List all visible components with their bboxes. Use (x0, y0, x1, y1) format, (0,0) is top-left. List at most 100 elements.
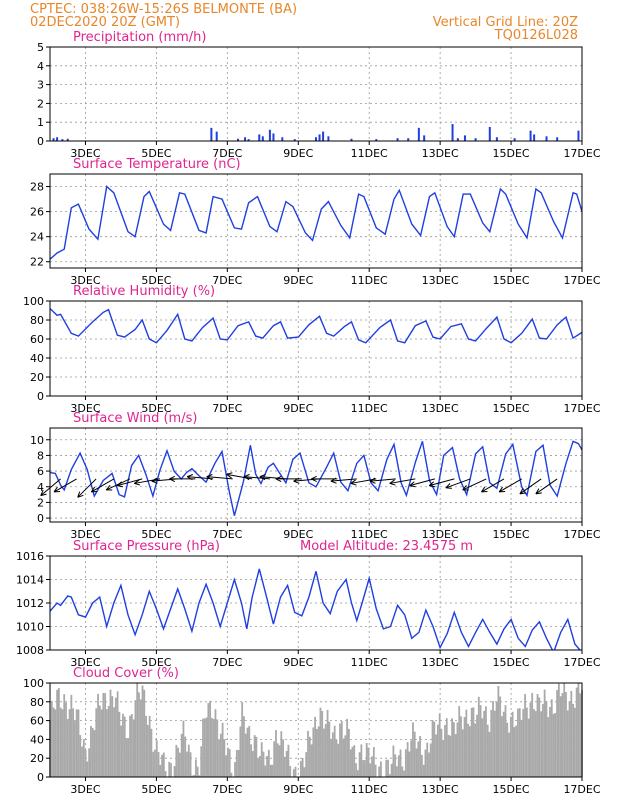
cloud-bar-272 (533, 709, 535, 777)
cloud-bar-122 (266, 756, 268, 777)
cloud-bar-37 (115, 698, 117, 777)
panel-subtitle: Model Altitude: 23.4575 m (300, 539, 473, 554)
y-tick-label: 1 (37, 116, 44, 129)
cloud-bar-26 (95, 708, 97, 777)
cloud-bar-89 (207, 703, 209, 777)
model-code: TQ0126L028 (494, 28, 578, 43)
cloud-bar-267 (524, 694, 526, 777)
cloud-bar-76 (184, 737, 186, 777)
y-tick-label: 1008 (16, 644, 44, 657)
y-tick-label: 10 (30, 434, 44, 447)
cloud-bar-259 (510, 717, 512, 777)
cloud-bar-83 (197, 767, 199, 777)
precip-bar-12 (272, 133, 274, 141)
y-tick-label: 100 (23, 677, 44, 690)
x-tick-label: 9DEC (283, 402, 313, 415)
cloud-bar-261 (513, 727, 515, 777)
precip-bar-10 (262, 136, 264, 141)
cloud-bar-192 (391, 764, 393, 777)
cloud-bar-137 (293, 769, 295, 777)
y-tick-label: 1010 (16, 621, 44, 634)
y-tick-label: 0 (37, 512, 44, 525)
cloud-bar-226 (451, 718, 453, 777)
cloud-bar-28 (99, 706, 101, 777)
cloud-bar-111 (247, 728, 249, 777)
cloud-bar-147 (311, 744, 313, 777)
precip-bar-27 (464, 135, 466, 141)
x-tick-label: 11DEC (351, 274, 388, 287)
cloud-bar-143 (304, 767, 306, 777)
cloud-bar-183 (375, 765, 377, 777)
cloud-bar-195 (396, 766, 398, 777)
y-tick-label: 20 (30, 752, 44, 765)
cloud-bar-24 (92, 728, 94, 777)
cloud-bar-275 (538, 697, 540, 777)
cloud-bar-120 (263, 752, 265, 777)
cloud-bar-132 (284, 757, 286, 777)
cloud-bar-257 (506, 723, 508, 777)
cloud-bar-293 (570, 691, 572, 777)
cloud-bar-15 (76, 709, 78, 777)
cloud-bar-206 (416, 749, 418, 777)
cloud-bar-14 (74, 720, 76, 777)
cloud-bar-205 (414, 732, 416, 777)
cloud-bar-62 (159, 765, 161, 777)
cloud-bar-125 (272, 765, 274, 777)
cloud-bar-263 (517, 709, 519, 777)
cloud-bar-280 (547, 717, 549, 777)
cloud-bar-8 (63, 694, 65, 777)
cloud-bar-5 (58, 688, 60, 777)
wind-arrow-head-0 (351, 483, 357, 485)
cloud-bar-18 (81, 746, 83, 777)
y-tick-label: 8 (37, 449, 44, 462)
precip-bar-9 (258, 134, 260, 141)
cloud-bar-247 (489, 732, 491, 777)
cloud-bar-101 (229, 749, 231, 777)
wind-arrow-10 (207, 475, 233, 480)
cloud-bar-269 (528, 719, 530, 777)
cloud-bar-270 (530, 703, 532, 777)
cloud-bar-47 (133, 719, 135, 777)
x-tick-label: 17DEC (563, 147, 600, 160)
cloud-bar-41 (122, 714, 124, 777)
cloud-bar-60 (156, 740, 158, 777)
cloud-bar-216 (433, 722, 435, 777)
cloud-bar-36 (113, 707, 115, 777)
cloud-bar-245 (485, 706, 487, 777)
precip-bar-7 (244, 137, 246, 141)
cloud-bar-50 (138, 692, 140, 777)
cloud-bar-174 (359, 752, 361, 777)
cloud-bar-223 (446, 718, 448, 777)
cloud-bar-189 (385, 760, 387, 777)
cloud-bar-162 (337, 744, 339, 777)
cloud-bar-255 (503, 712, 505, 777)
cloud-bar-46 (131, 714, 133, 777)
cloud-bar-118 (259, 756, 261, 777)
cloud-bar-130 (280, 731, 282, 777)
y-tick-label: 60 (30, 715, 44, 728)
cloud-bar-150 (316, 729, 318, 777)
cloud-bar-79 (190, 752, 192, 777)
cloud-bar-161 (336, 740, 338, 777)
cloud-bar-97 (222, 723, 224, 777)
cloud-bar-209 (421, 755, 423, 777)
cloud-bar-58 (152, 752, 154, 777)
cloud-bar-128 (277, 743, 279, 777)
cloud-bar-217 (435, 735, 437, 777)
cloud-bar-32 (106, 709, 108, 777)
cloud-bar-218 (437, 725, 439, 777)
cloud-bar-285 (556, 690, 558, 777)
cloud-bar-282 (551, 699, 553, 777)
panel-frame-1 (50, 174, 582, 268)
cloud-bar-153 (321, 711, 323, 777)
cloud-bar-186 (380, 761, 382, 777)
cloud-bar-82 (195, 760, 197, 777)
cloud-bar-173 (357, 770, 359, 777)
cloud-bar-7 (62, 709, 64, 777)
cloud-bar-131 (282, 739, 284, 777)
cloud-bar-43 (126, 738, 128, 777)
cloud-bar-6 (60, 708, 62, 777)
cloud-bar-112 (248, 726, 250, 777)
series-line-1 (50, 187, 582, 260)
